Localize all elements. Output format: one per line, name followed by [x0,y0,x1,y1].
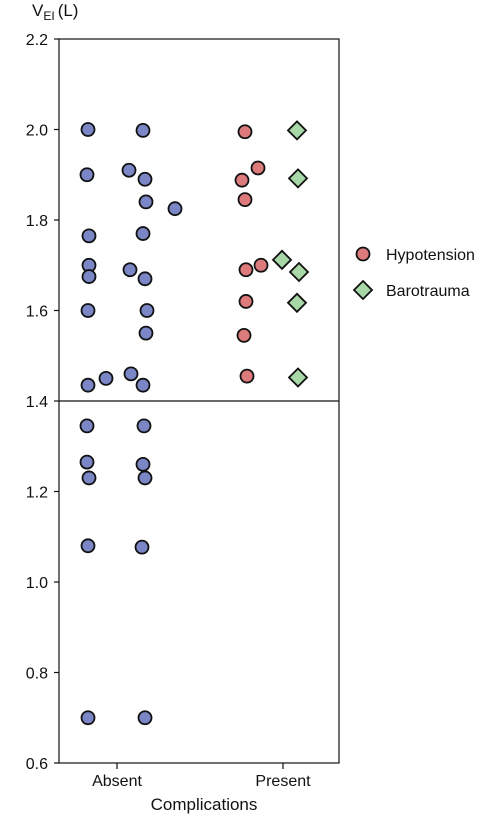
hypotension-legend-marker [355,246,371,262]
y-tick-label: 1.8 [26,213,48,230]
absent-point [136,418,152,434]
hypotension-point [253,257,269,273]
hypotension-point [250,160,266,176]
absent-point [137,271,153,287]
barotrauma-point [271,249,293,271]
hypotension-point [238,262,254,278]
legend-label: Barotrauma [386,283,470,300]
absent-point [81,470,97,486]
absent-point [135,377,151,393]
absent-point [138,325,154,341]
barotrauma-point [286,292,308,314]
x-tick-label: Present [255,773,311,790]
absent-point [135,226,151,241]
x-axis: Absent Present [92,763,311,790]
y-tick-label: 2.2 [26,32,48,49]
y-tick-label: 1.6 [26,304,48,321]
legend-label: Hypotension [386,247,475,264]
absent-point [81,228,97,244]
y-tick-label: 2.0 [26,123,48,140]
barotrauma-point [288,261,310,283]
absent-point [137,171,153,187]
hypotension-point [236,327,252,343]
y-tick-label: 0.8 [26,666,48,683]
data-points [79,120,310,726]
absent-point [135,123,151,138]
x-tick-label: Absent [92,773,142,790]
y-tick-label: 1.0 [26,575,48,592]
barotrauma-point [286,120,308,141]
absent-point [135,456,151,472]
absent-point [81,269,97,284]
absent-point [80,538,96,554]
y-tick-label: 1.2 [26,485,48,502]
absent-point [79,167,95,183]
absent-point [123,366,139,382]
hypotension-point [234,172,250,188]
hypotension-point [239,368,255,384]
absent-point [80,710,96,726]
absent-point [121,162,137,178]
y-axis-title: VEI (L) [32,1,78,23]
absent-point [98,370,114,386]
absent-point [137,470,153,486]
absent-point [134,539,150,555]
absent-point [79,454,95,470]
absent-point [122,262,138,278]
barotrauma-legend-marker [352,279,374,301]
barotrauma-point [287,367,309,388]
x-axis-title: Complications [151,795,258,814]
absent-point [138,194,154,210]
absent-point [80,303,96,318]
absent-point [80,377,96,393]
hypotension-point [238,294,254,309]
absent-point [137,710,153,726]
absent-point [79,418,95,434]
y-axis-title-subscript: EI [43,9,54,23]
barotrauma-point [287,168,309,189]
y-axis-title-main: V [32,1,44,20]
y-tick-label: 1.4 [26,394,48,411]
y-tick-label: 0.6 [26,756,48,773]
absent-point [80,122,96,137]
absent-point [139,303,155,318]
legend: Hypotension Barotrauma [352,246,475,301]
hypotension-point [237,192,253,208]
y-axis: 0.6 0.8 1.0 1.2 1.4 1.6 1.8 2.0 2.2 [26,32,59,773]
hypotension-point [237,124,253,140]
absent-point [167,201,183,217]
y-axis-title-unit: (L) [58,1,79,20]
